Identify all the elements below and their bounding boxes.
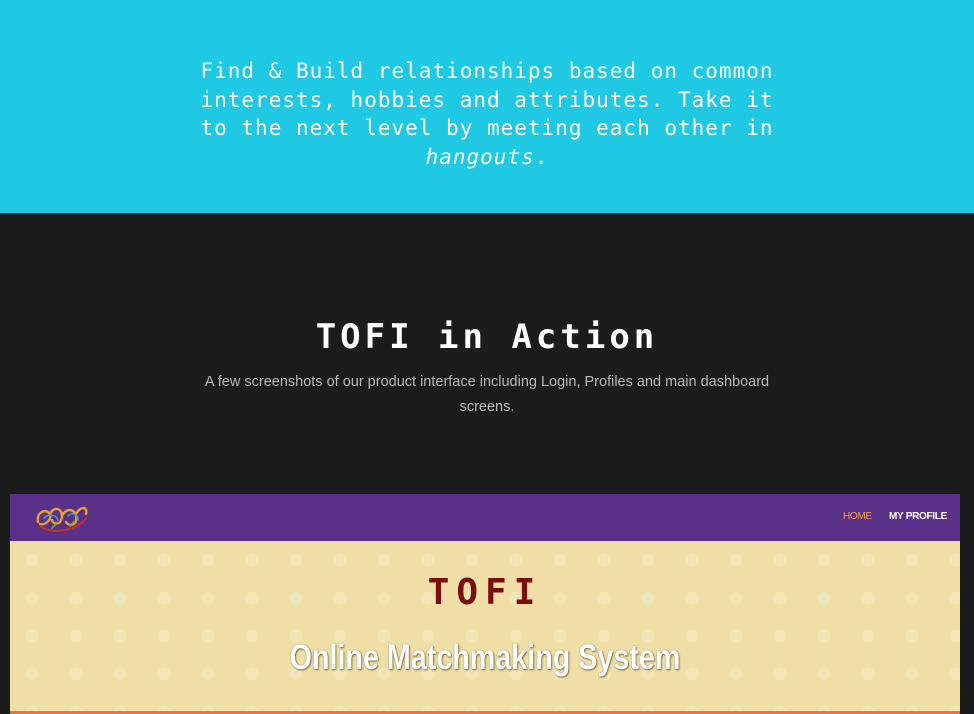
screenshot-tagline: Online Matchmaking System (289, 638, 681, 677)
hero-text-main: Find & Build relationships based on comm… (200, 59, 774, 140)
hero-text-emphasis: hangouts (425, 144, 535, 169)
tofi-logo-icon (36, 506, 88, 532)
hero-text-end: . (534, 144, 549, 169)
screenshot-navbar: HOME MY PROFILE (10, 494, 960, 541)
screenshot-brand-title: TOFI (427, 572, 543, 613)
nav-my-profile-link[interactable]: MY PROFILE (889, 511, 947, 522)
action-subtitle: A few screenshots of our product interfa… (204, 374, 770, 415)
nav-home-link[interactable]: HOME (843, 511, 872, 522)
product-screenshot: HOME MY PROFILE TOFI Online Matchmaking … (10, 494, 960, 714)
action-title: TOFI in Action (315, 317, 659, 357)
hero-description: Find & Build relationships based on comm… (190, 57, 784, 171)
screenshot-hero-banner (10, 541, 960, 714)
hero-section: Find & Build relationships based on comm… (0, 0, 974, 213)
screenshot-bottom-border (10, 711, 960, 714)
